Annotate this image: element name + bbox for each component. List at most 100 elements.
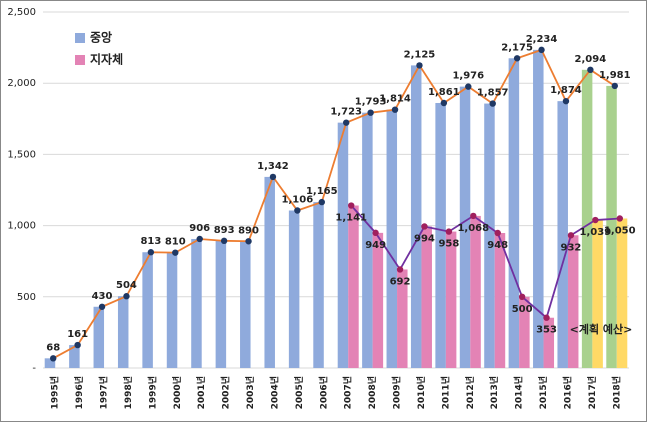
value-label: 430 [92,291,113,302]
x-tick-label: 2004년 [268,376,280,409]
value-label: 1,039 [580,227,612,238]
value-label: 500 [512,304,533,315]
value-label: 810 [165,237,186,248]
value-label: 949 [365,240,386,251]
line [350,204,620,320]
value-label: 1,106 [282,195,314,206]
annotation: <계획 예산> [570,322,633,336]
x-tick-label: 2005년 [293,376,305,409]
value-label: 1,814 [379,94,411,105]
marker [587,66,594,74]
value-label: 994 [414,233,435,244]
bar [215,240,227,368]
bar [93,306,105,368]
marker [269,173,277,181]
value-label: 1,857 [477,88,509,99]
value-label: 893 [214,225,235,236]
marker [518,293,526,300]
bar [313,202,324,368]
marker [611,82,618,90]
bar [508,58,520,368]
bar [606,85,617,368]
bar [484,103,495,368]
legend-label: 지자체 [90,52,123,67]
x-tick-label: 2017년 [586,376,598,409]
marker [50,355,57,362]
value-label: 504 [116,280,137,291]
x-tick-label: 2006년 [317,376,329,409]
marker [343,119,350,126]
bar [348,205,359,368]
bar [494,233,506,368]
marker [543,314,550,321]
y-tick-label: 1,500 [7,149,36,160]
value-label: 813 [140,236,161,247]
bar [567,235,579,368]
marker [74,341,81,349]
value-label: 906 [189,223,210,234]
bar [44,358,56,368]
value-label: 1,861 [428,87,460,98]
marker [245,238,252,245]
value-label: 2,234 [526,34,558,45]
marker [98,303,106,310]
marker [372,229,379,237]
bar [69,345,80,368]
marker [538,46,545,54]
bar [519,296,530,368]
y-tick-label: 500 [17,292,36,303]
x-tick-label: 2003년 [244,376,256,409]
value-label: 1,874 [550,85,582,96]
x-tick-label: 2018년 [610,376,622,409]
line [52,48,616,360]
x-tick-label: 2014년 [513,376,525,409]
bar [264,176,275,368]
bar [616,218,628,368]
x-tick-label: 1999년 [146,376,158,409]
marker [123,293,130,300]
x-tick-label: 2012년 [464,376,476,409]
bar [410,65,422,369]
bar [142,252,153,368]
x-tick-label: 2009년 [391,376,403,409]
y-tick-label: 2,500 [7,7,36,18]
value-label: 1,723 [330,107,362,118]
x-tick-label: 2000년 [171,376,183,409]
x-tick-label: 2002년 [220,376,232,409]
marker [294,207,301,214]
y-tick-label: 1,000 [7,221,36,232]
marker [318,198,325,206]
y-tick-label: - [32,363,36,374]
x-tick-label: 2011년 [439,376,451,409]
marker [513,55,521,62]
legend-swatch [75,33,85,43]
value-label: 1,976 [452,71,484,82]
bar [362,112,373,368]
x-tick-label: 1995년 [49,376,61,409]
marker [367,109,374,116]
value-label: 948 [487,240,508,251]
marker [396,266,404,273]
bar [288,210,300,368]
x-tick-label: 2010년 [415,376,427,409]
bar [533,49,544,369]
value-label: 1,068 [457,223,489,234]
value-label: 1,793 [355,97,387,108]
x-tick-label: 2007년 [342,376,354,409]
value-label: 161 [67,329,88,340]
marker [172,249,179,256]
value-label: 353 [536,325,557,336]
marker [470,212,477,220]
bar [445,231,457,368]
value-label: 692 [390,276,411,287]
bar [459,86,471,368]
legend-label: 중앙 [90,31,112,45]
marker [465,83,472,90]
marker [416,62,423,69]
marker [494,229,501,237]
marker [567,232,575,239]
bar [592,220,603,368]
x-tick-label: 1998년 [122,376,134,409]
bar [117,296,129,368]
